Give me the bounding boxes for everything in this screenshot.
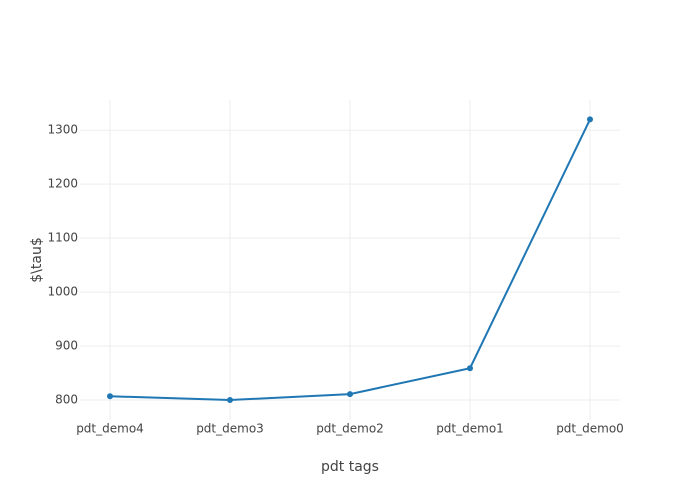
y-tick-label: 1000: [47, 285, 78, 299]
x-tick-label: pdt_demo0: [556, 422, 624, 436]
y-tick-label: 900: [55, 339, 78, 353]
point: [227, 397, 233, 404]
x-axis-title: pdt tags: [321, 459, 379, 475]
y-axis-title: $\tau$: [29, 237, 45, 282]
y-tick-label: 800: [55, 393, 78, 407]
y-tick-label: 1200: [47, 177, 78, 191]
x-tick-label: pdt_demo1: [436, 422, 504, 436]
point: [467, 365, 473, 372]
x-tick-label: pdt_demo3: [196, 422, 264, 436]
x-tick-label: pdt_demo2: [316, 422, 384, 436]
y-tick-label: 1100: [47, 231, 78, 245]
y-tick-label: 1300: [47, 123, 78, 137]
point: [347, 391, 353, 398]
point: [587, 116, 593, 123]
x-tick-label: pdt_demo4: [76, 422, 144, 436]
point: [107, 393, 113, 400]
